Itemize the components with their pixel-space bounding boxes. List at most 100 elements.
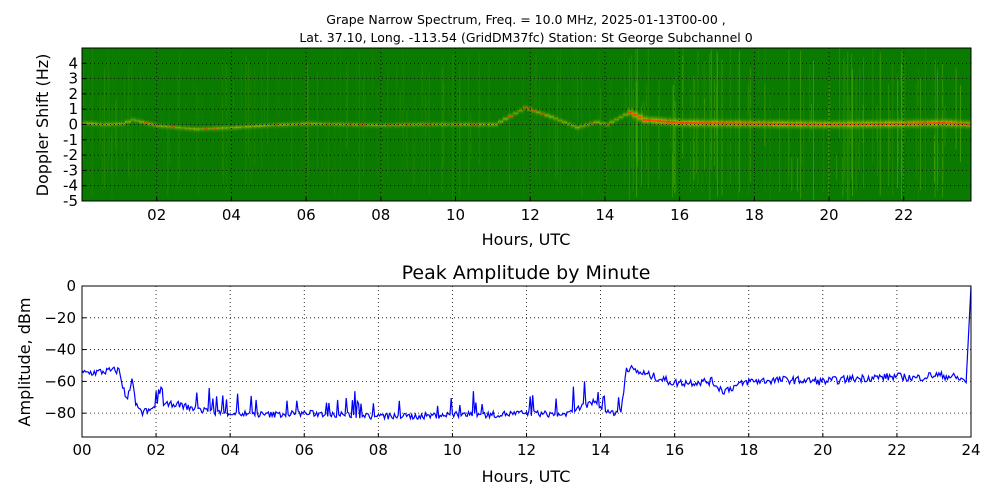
amplitude-x-tick-label: 22 xyxy=(887,441,906,459)
spectrogram-signal-band xyxy=(418,119,424,130)
spectrogram-signal-band xyxy=(222,123,228,133)
spectrogram-signal-band xyxy=(282,120,288,130)
spectrogram-peak-line xyxy=(212,127,218,130)
spectrogram-signal-band xyxy=(161,121,167,132)
spectrum-title-line1: Grape Narrow Spectrum, Freq. = 10.0 MHz,… xyxy=(326,12,725,27)
spectrogram-signal-band xyxy=(371,120,377,130)
spectrogram-y-tick-label: -1 xyxy=(63,131,78,149)
spectrogram-peak-line xyxy=(589,122,595,125)
spectrogram-y-tick-label: -4 xyxy=(63,177,78,195)
spectrogram-signal-band xyxy=(618,112,624,122)
spectrogram-peak-line xyxy=(717,122,723,125)
spectrogram-peak-line xyxy=(843,123,849,126)
spectrogram-peak-line xyxy=(768,122,774,125)
spectrogram-x-tick-label: 10 xyxy=(446,206,465,224)
spectrogram-peak-line xyxy=(966,123,971,126)
spectrogram-peak-line xyxy=(507,115,514,118)
spectrogram-peak-line xyxy=(531,109,537,112)
spectrogram-peak-line xyxy=(931,122,937,125)
spectrogram-x-tick-label: 22 xyxy=(894,206,913,224)
amplitude-x-tick-label: 14 xyxy=(591,441,610,459)
spectrogram-peak-line xyxy=(745,122,751,125)
spectrogram-peak-line xyxy=(646,119,653,122)
amplitude-x-tick-label: 04 xyxy=(221,441,240,459)
spectrogram-peak-line xyxy=(763,122,769,125)
spectrogram-signal-band xyxy=(557,115,563,126)
spectrogram-peak-line xyxy=(540,112,546,115)
spectrogram-peak-line xyxy=(203,127,209,130)
spectrogram-signal-band xyxy=(622,110,628,120)
spectrogram-signal-band xyxy=(561,117,567,127)
spectrogram-signal-band xyxy=(366,120,372,130)
spectrogram-peak-line xyxy=(908,122,914,125)
spectrogram-peak-line xyxy=(894,122,900,125)
spectrogram-peak-line xyxy=(810,123,816,126)
spectrogram-peak-line xyxy=(927,122,933,125)
spectrogram-peak-line xyxy=(324,123,330,126)
spectrogram-signal-band xyxy=(264,120,270,131)
spectrogram-peak-line xyxy=(805,123,811,126)
spectrogram-signal-band xyxy=(105,119,111,129)
spectrogram-signal-band xyxy=(390,120,396,130)
spectrogram-x-axis-label: Hours, UTC xyxy=(482,230,571,249)
spectrogram-peak-line xyxy=(951,122,957,125)
spectrogram-peak-line xyxy=(857,123,863,126)
spectrogram-peak-line xyxy=(362,123,368,126)
amplitude-x-tick-label: 02 xyxy=(147,441,166,459)
spectrogram-signal-band xyxy=(147,119,153,129)
spectrogram-peak-line xyxy=(941,121,947,124)
amplitude-plot: 00 02 04 06 08 10 12 14 16 18 20 22 24 0 −20 −40 −60 −80 xyxy=(44,277,980,459)
spectrogram-signal-band xyxy=(352,120,358,130)
spectrogram-signal-band xyxy=(100,119,106,130)
spectrogram-peak-line xyxy=(712,122,718,125)
spectrogram-signal-band xyxy=(517,105,524,116)
spectrogram-peak-line xyxy=(306,122,312,125)
spectrogram-peak-line xyxy=(838,123,844,126)
spectrogram-y-tick-label: 3 xyxy=(68,70,78,88)
spectrogram-peak-line xyxy=(961,122,967,125)
spectrogram-peak-line xyxy=(143,121,149,124)
spectrogram-peak-line xyxy=(422,123,429,126)
spectrogram-peak-line xyxy=(777,122,783,125)
spectrum-title-line2: Lat. 37.10, Long. -113.54 (GridDM37fc) S… xyxy=(299,30,752,45)
spectrogram-peak-line xyxy=(674,121,681,124)
spectrogram-peak-line xyxy=(170,126,176,129)
spectrogram-peak-line xyxy=(735,122,741,125)
spectrogram-signal-band xyxy=(338,119,344,129)
spectrogram-y-tick-label: 4 xyxy=(68,54,78,72)
spectrogram-signal-band xyxy=(613,115,619,125)
spectrogram-peak-line xyxy=(660,120,667,123)
spectrogram-signal-band xyxy=(217,123,223,133)
spectrogram-peak-line xyxy=(731,122,737,125)
amplitude-x-axis-label: Hours, UTC xyxy=(482,467,571,486)
spectrogram-y-tick-label: -3 xyxy=(63,161,78,179)
spectrogram-signal-band xyxy=(245,122,251,132)
spectrogram-peak-line xyxy=(782,123,788,126)
spectrogram-peak-line xyxy=(527,108,532,111)
spectrogram-peak-line xyxy=(273,124,279,127)
spectrogram-peak-line xyxy=(707,122,713,125)
spectrogram-peak-line xyxy=(679,121,685,124)
spectrogram-signal-band xyxy=(376,120,382,130)
spectrogram-peak-line xyxy=(903,122,909,125)
amplitude-y-tick-label: −20 xyxy=(44,309,76,327)
spectrogram-y-tick-label: 1 xyxy=(68,100,78,118)
spectrogram-signal-band xyxy=(566,119,572,129)
spectrogram-signal-band xyxy=(259,121,265,131)
spectrogram-signal-band xyxy=(548,112,554,122)
spectrogram-signal-band xyxy=(464,119,471,130)
spectrogram-signal-band xyxy=(441,119,447,130)
spectrogram-peak-line xyxy=(632,113,638,116)
spectrogram-signal-band xyxy=(315,119,321,129)
spectrogram-signal-band xyxy=(450,119,457,130)
spectrogram-signal-band xyxy=(139,117,145,127)
spectrogram-signal-band xyxy=(497,117,504,127)
spectrogram-peak-line xyxy=(642,118,648,121)
spectrogram-signal-band xyxy=(236,122,242,132)
amplitude-series-line xyxy=(82,286,971,421)
spectrogram-y-axis-label: Doppler Shift (Hz) xyxy=(33,54,52,197)
amplitude-x-tick-label: 12 xyxy=(517,441,536,459)
spectrogram-x-tick-label: 14 xyxy=(595,206,614,224)
